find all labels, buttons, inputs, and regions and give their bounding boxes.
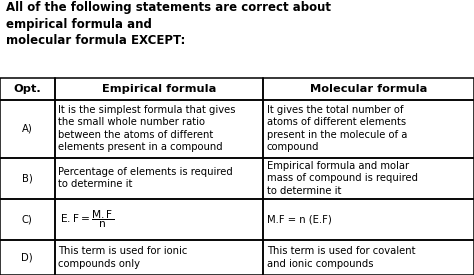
Text: This term is used for covalent
and ionic compounds: This term is used for covalent and ionic… — [267, 246, 415, 269]
Text: All of the following statements are correct about: All of the following statements are corr… — [6, 1, 331, 14]
Text: Percentage of elements is required
to determine it: Percentage of elements is required to de… — [58, 167, 233, 189]
Bar — [263, 78, 474, 100]
Bar — [55, 199, 263, 240]
Text: Molecular formula: Molecular formula — [310, 84, 427, 94]
Bar — [55, 78, 263, 100]
Text: B): B) — [22, 173, 33, 183]
Text: This term is used for ionic
compounds only: This term is used for ionic compounds on… — [58, 246, 188, 269]
Bar — [55, 100, 263, 158]
Bar — [263, 240, 474, 275]
Bar — [55, 240, 263, 275]
Bar — [263, 199, 474, 240]
Text: D): D) — [21, 252, 33, 263]
Text: Empirical formula: Empirical formula — [101, 84, 216, 94]
Bar — [263, 158, 474, 199]
Bar — [263, 100, 474, 158]
Bar — [0, 158, 55, 199]
Text: M.F = n (E.F): M.F = n (E.F) — [267, 214, 332, 224]
Bar — [0, 78, 55, 100]
Text: C): C) — [22, 214, 33, 224]
Bar — [0, 240, 55, 275]
Bar — [55, 158, 263, 199]
Bar — [0, 100, 55, 158]
Text: empirical formula and: empirical formula and — [6, 18, 152, 31]
Text: A): A) — [22, 123, 33, 134]
Text: molecular formula EXCEPT:: molecular formula EXCEPT: — [6, 34, 185, 47]
Text: Opt.: Opt. — [13, 84, 41, 94]
Text: It is the simplest formula that gives
the small whole number ratio
between the a: It is the simplest formula that gives th… — [58, 105, 236, 152]
Bar — [0, 199, 55, 240]
Text: $\mathrm{E.F} = \dfrac{\mathrm{M.F}}{\mathrm{n}}$: $\mathrm{E.F} = \dfrac{\mathrm{M.F}}{\ma… — [60, 209, 114, 230]
Text: Empirical formula and molar
mass of compound is required
to determine it: Empirical formula and molar mass of comp… — [267, 161, 418, 196]
Text: It gives the total number of
atoms of different elements
present in the molecule: It gives the total number of atoms of di… — [267, 105, 407, 152]
